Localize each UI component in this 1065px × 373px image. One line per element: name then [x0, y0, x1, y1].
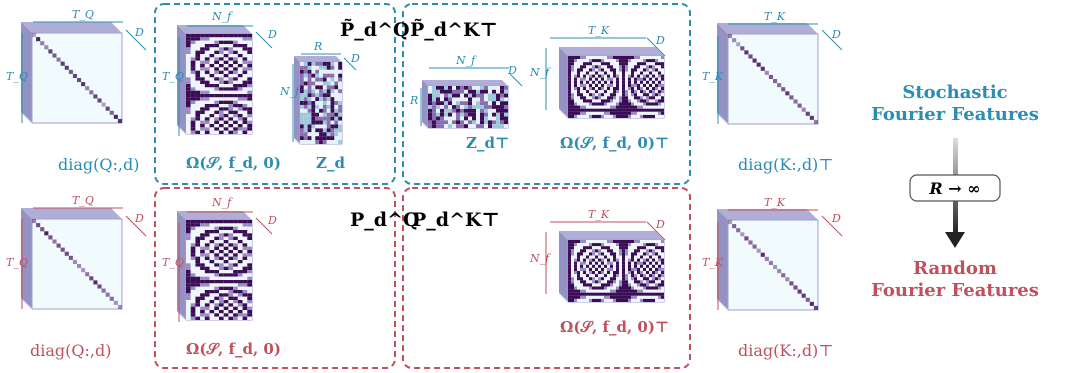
dim-line-depth — [125, 215, 147, 237]
limit-arrow: R → ∞ — [909, 138, 1001, 248]
dim-line-depth — [646, 37, 666, 57]
p-tilde-k-label: P̃_d^K⊤ — [410, 19, 498, 41]
dim-label-nf: N_f — [211, 10, 233, 23]
p-q-label: P_d^Q — [350, 209, 420, 231]
dim-label-tq-side: T_Q — [6, 256, 28, 269]
caption-diag-q: diag(Q:,d) — [58, 155, 139, 174]
dim-label-tq-top: T_Q — [72, 8, 94, 21]
dim-label-d: D — [507, 64, 517, 77]
stochastic-label-line2: Fourier Features — [871, 104, 1039, 125]
query-omega-block-random: N_f T_Q D Ω(𝒮, f_d, 0) — [162, 196, 281, 358]
p-k-label: P_d^K⊤ — [412, 209, 500, 231]
dim-label-nf: N_f — [211, 196, 233, 209]
dim-line-depth — [509, 73, 523, 87]
z-noise-shape — [293, 56, 343, 145]
query-diagonal-cube-random: T_Q T_Q D diag(Q:,d) — [6, 194, 147, 360]
arrow-head — [945, 232, 965, 248]
random-query-box — [154, 187, 396, 369]
key-diagonal-cube: T_K T_K D diag(K:,d)⊤ — [702, 10, 843, 174]
caption-omega: Ω(𝒮, f_d, 0) — [186, 340, 281, 358]
dim-label-r: R — [313, 40, 322, 53]
key-omega-random-shape — [558, 231, 665, 303]
dim-label-d: D — [655, 34, 665, 47]
caption-diag-q: diag(Q:,d) — [30, 341, 111, 360]
dim-label-tq-side: T_Q — [6, 70, 28, 83]
caption-diag-k: diag(K:,d)⊤ — [738, 155, 833, 174]
dim-label-d: D — [350, 52, 360, 65]
dim-line-depth — [821, 215, 843, 237]
dim-label-d: D — [267, 28, 277, 41]
dim-line-depth — [125, 29, 147, 51]
dim-label-d: D — [831, 28, 841, 41]
key-diagonal-cube-random-shape — [716, 209, 819, 311]
dim-label-r: R — [409, 94, 418, 107]
dim-label-d: D — [831, 212, 841, 225]
stochastic-label-line1: Stochastic — [902, 82, 1007, 103]
query-diagonal-cube: T_Q T_Q D diag(Q:,d) — [6, 8, 147, 174]
p-tilde-q-label: P̃_d^Q — [340, 19, 410, 41]
dim-line-depth — [343, 57, 357, 71]
caption-diag-k: diag(K:,d)⊤ — [738, 341, 833, 360]
query-omega-shape — [176, 25, 253, 135]
dim-label-tq: T_Q — [162, 70, 184, 83]
caption-z-transposed: Z_d⊤ — [466, 134, 509, 152]
dim-label-tk-side: T_K — [702, 256, 724, 269]
dim-label-tq-top: T_Q — [72, 194, 94, 207]
caption-z: Z_d — [316, 154, 345, 172]
limit-label-box — [909, 174, 1001, 202]
query-omega-block: N_f T_Q D Ω(𝒮, f_d, 0) — [162, 10, 281, 172]
dim-label-d: D — [267, 214, 277, 227]
query-omega-random-shape — [176, 211, 253, 321]
dim-label-tk: T_K — [588, 208, 610, 221]
query-diagonal-cube-random-shape — [20, 208, 123, 310]
stochastic-query-box — [154, 3, 396, 185]
key-diagonal-cube-shape — [716, 23, 819, 125]
z-transposed-block: N_f R D Z_d⊤ — [409, 54, 523, 152]
random-label-line2: Fourier Features — [871, 280, 1039, 301]
dim-label-tk-side: T_K — [702, 70, 724, 83]
stochastic-key-box — [402, 3, 691, 185]
z-transposed-shape — [421, 80, 509, 129]
dim-line-depth — [255, 217, 273, 235]
caption-omega: Ω(𝒮, f_d, 0) — [186, 154, 281, 172]
dim-line-depth — [646, 221, 666, 241]
dim-label-d: D — [134, 212, 144, 225]
caption-omega-transposed: Ω(𝒮, f_d, 0)⊤ — [560, 318, 669, 336]
dim-label-nf: N_f — [279, 85, 301, 98]
dim-label-tk: T_K — [588, 24, 610, 37]
dim-line-depth — [255, 31, 273, 49]
key-omega-shape — [558, 47, 665, 119]
dim-label-nf: N_f — [529, 66, 551, 79]
key-diagonal-cube-random: T_K T_K D diag(K:,d)⊤ — [702, 196, 843, 360]
caption-omega-transposed: Ω(𝒮, f_d, 0)⊤ — [560, 134, 669, 152]
dim-line-depth — [821, 29, 843, 51]
key-omega-block-random: T_K N_f D Ω(𝒮, f_d, 0)⊤ — [529, 208, 669, 336]
z-noise-block: R N_f D Z_d — [279, 40, 360, 172]
dim-label-tk-top: T_K — [764, 10, 786, 23]
random-key-box — [402, 187, 691, 369]
key-omega-block: T_K N_f D Ω(𝒮, f_d, 0)⊤ — [529, 24, 669, 152]
dim-label-tq: T_Q — [162, 256, 184, 269]
dim-label-nf: N_f — [529, 252, 551, 265]
dim-label-nf: N_f — [455, 54, 477, 67]
random-label-line1: Random — [913, 258, 997, 279]
dim-label-tk-top: T_K — [764, 196, 786, 209]
dim-label-d: D — [655, 218, 665, 231]
query-diagonal-cube-shape — [20, 22, 123, 124]
limit-label: R → ∞ — [928, 179, 980, 198]
dim-label-d: D — [134, 26, 144, 39]
